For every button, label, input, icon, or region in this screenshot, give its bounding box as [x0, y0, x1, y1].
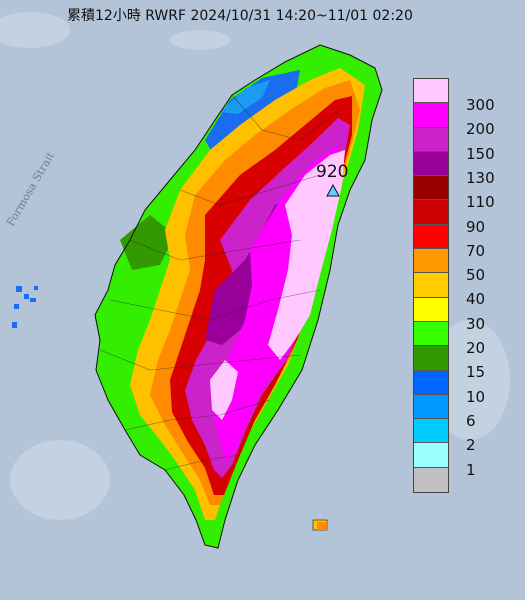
triangle-marker-icon — [326, 183, 340, 197]
legend-label: 10 — [466, 387, 486, 406]
legend-label: 70 — [466, 241, 486, 260]
legend-label: 130 — [466, 168, 495, 187]
rain-zone-15 — [120, 215, 175, 270]
legend-label: 1 — [466, 460, 476, 479]
county-boundaries — [99, 94, 341, 471]
legend-label: 200 — [466, 120, 495, 139]
legend-label: 90 — [466, 217, 486, 236]
coastline — [94, 44, 383, 549]
sea-background — [0, 12, 510, 520]
orchid-island — [317, 522, 327, 530]
map-title: 累積12小時 RWRF 2024/10/31 14:20~11/01 02:20 — [67, 8, 413, 24]
legend-swatch — [414, 224, 448, 250]
legend-swatch — [414, 443, 448, 468]
legend-swatch — [414, 176, 448, 201]
legend-label: 300 — [466, 96, 495, 114]
legend-swatch — [414, 200, 448, 225]
legend-swatch — [414, 103, 448, 128]
legend-swatch — [414, 297, 448, 322]
legend-swatch — [414, 127, 448, 152]
taiwan-island — [94, 44, 383, 549]
legend-swatch — [414, 467, 448, 493]
color-legend — [413, 78, 449, 494]
legend-swatch — [414, 394, 448, 420]
legend-label: 50 — [466, 266, 486, 285]
legend-swatch — [414, 151, 448, 177]
max-value-label: 920 — [316, 162, 349, 182]
rain-zone-6 — [220, 80, 270, 114]
rain-zone-300 — [268, 150, 345, 360]
rain-zone-300-south — [210, 360, 238, 420]
legend-label: 110 — [466, 193, 495, 212]
legend-label: 2 — [466, 436, 476, 455]
legend-swatch — [414, 79, 448, 104]
legend-label: 15 — [466, 363, 486, 382]
legend-swatch — [414, 249, 448, 274]
legend-label: 30 — [466, 314, 486, 333]
legend-swatch — [414, 419, 448, 444]
legend-label: 6 — [466, 411, 476, 430]
legend-label: 40 — [466, 290, 486, 309]
legend-swatch — [414, 370, 448, 395]
rain-zone-10 — [205, 70, 300, 152]
legend-label: 150 — [466, 144, 495, 163]
legend-label: 20 — [466, 339, 486, 357]
legend-swatch — [414, 273, 448, 298]
penghu-islands — [12, 286, 38, 328]
legend-swatch — [414, 321, 448, 347]
legend-swatch — [414, 346, 448, 371]
